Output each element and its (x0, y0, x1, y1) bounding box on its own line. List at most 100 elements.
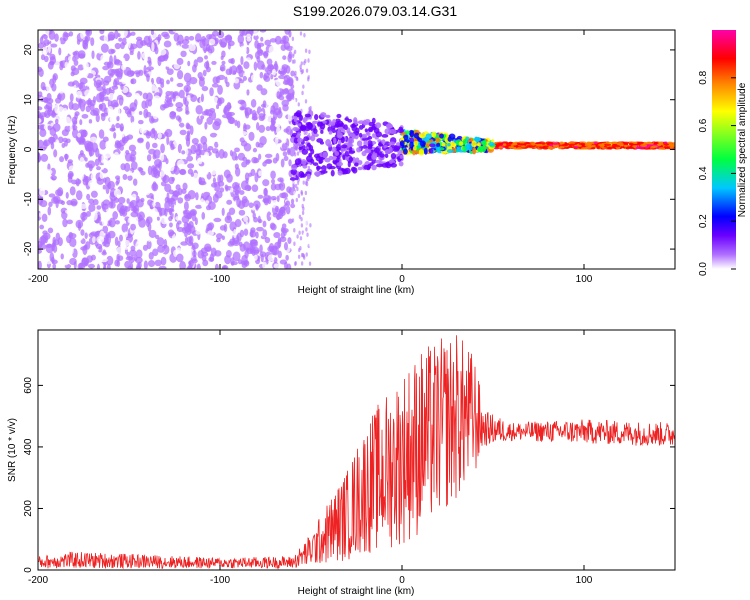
y-tick-label: 600 (23, 377, 34, 394)
heatmap-cell (239, 190, 245, 195)
heatmap-cell (399, 154, 404, 159)
heatmap-cell (253, 30, 258, 37)
heatmap-cell (343, 124, 348, 131)
heatmap-cell (376, 163, 384, 168)
heatmap-cell (130, 78, 134, 84)
heatmap-cell (58, 88, 65, 94)
heatmap-cell (79, 203, 87, 210)
heatmap-cell (121, 223, 128, 233)
heatmap-cell (69, 246, 74, 255)
y-tick-label: -10 (23, 192, 34, 207)
heatmap-cell (182, 182, 188, 191)
heatmap-cell (46, 83, 51, 92)
heatmap-cell (290, 203, 296, 209)
heatmap-cell (209, 166, 218, 176)
heatmap-cell (285, 254, 289, 261)
figure-title: S199.2026.079.03.14.G31 (293, 3, 457, 19)
heatmap-cell (45, 243, 53, 248)
heatmap-cell (47, 227, 54, 234)
heatmap-cell (623, 142, 628, 146)
heatmap-cell (159, 78, 165, 85)
heatmap-cell (356, 147, 362, 153)
heatmap-cell (64, 61, 69, 69)
heatmap-cell (424, 143, 430, 148)
heatmap-cell (117, 240, 121, 247)
heatmap-cell (596, 145, 601, 148)
heatmap-cell (105, 88, 111, 96)
heatmap-cell (273, 257, 278, 264)
heatmap-cell (105, 141, 110, 149)
heatmap-cell (269, 124, 276, 132)
heatmap-cell (456, 146, 462, 153)
heatmap-cell (336, 132, 343, 139)
heatmap-cell (306, 142, 311, 148)
heatmap-cell (75, 90, 83, 99)
heatmap-cell (302, 144, 306, 151)
heatmap-cell (197, 157, 203, 165)
heatmap-cell (260, 36, 264, 42)
heatmap-cell (502, 143, 507, 146)
heatmap-cell (59, 156, 65, 163)
heatmap-cell (230, 257, 235, 266)
heatmap-cell (221, 266, 228, 269)
heatmap-cell (224, 76, 228, 84)
heatmap-cell (100, 54, 106, 64)
heatmap-cell (172, 233, 176, 242)
heatmap-cell (249, 239, 258, 245)
heatmap-cell (252, 246, 260, 255)
heatmap-cell (252, 147, 258, 153)
heatmap-cell (226, 111, 233, 121)
heatmap-cell (145, 99, 149, 109)
heatmap-cell (336, 143, 342, 150)
heatmap-cell (253, 34, 259, 41)
heatmap-cell (214, 263, 219, 269)
heatmap-cell (313, 133, 319, 138)
heatmap-cell (409, 137, 415, 144)
heatmap-cell (201, 212, 206, 220)
heatmap-cell (204, 109, 210, 116)
heatmap-cell (258, 113, 266, 122)
heatmap-cell (363, 164, 371, 170)
heatmap-cell (129, 249, 137, 257)
heatmap-cell (261, 243, 270, 254)
heatmap-cell (44, 169, 53, 175)
heatmap-cell (95, 79, 102, 87)
heatmap-cell (217, 74, 226, 80)
heatmap-cell (628, 142, 634, 146)
heatmap-cell (628, 146, 635, 150)
heatmap-cell (70, 198, 78, 207)
heatmap-cell (123, 181, 128, 192)
heatmap-cell (162, 104, 170, 109)
heatmap-cell (285, 200, 291, 207)
heatmap-cell (66, 200, 73, 206)
heatmap-cell (495, 145, 500, 148)
heatmap-cell (175, 184, 181, 191)
heatmap-cell (136, 39, 144, 49)
heatmap-cell (269, 109, 275, 115)
heatmap-cell (181, 39, 190, 45)
heatmap-cell (238, 209, 246, 216)
heatmap-cell (304, 106, 308, 111)
heatmap-cell (178, 89, 185, 99)
heatmap-cell (50, 167, 56, 176)
heatmap-cell (384, 149, 390, 155)
x-tick-label: -200 (28, 575, 48, 586)
heatmap-cell (389, 129, 397, 134)
heatmap-cell (149, 128, 156, 139)
heatmap-cell (189, 125, 194, 135)
heatmap-cell (160, 256, 167, 266)
heatmap-cell (419, 140, 426, 147)
heatmap-cell (535, 141, 542, 145)
heatmap-cell (145, 131, 151, 139)
heatmap-cell (347, 131, 352, 137)
heatmap-cell (152, 112, 159, 120)
heatmap-cell (139, 126, 147, 134)
heatmap-cell (175, 102, 184, 109)
heatmap-cell (303, 130, 306, 136)
heatmap-cell (277, 177, 284, 183)
heatmap-cell (60, 253, 64, 260)
heatmap-cell (290, 168, 298, 176)
heatmap-cell (277, 250, 282, 259)
heatmap-cell (373, 147, 380, 154)
heatmap-cell (300, 61, 304, 66)
